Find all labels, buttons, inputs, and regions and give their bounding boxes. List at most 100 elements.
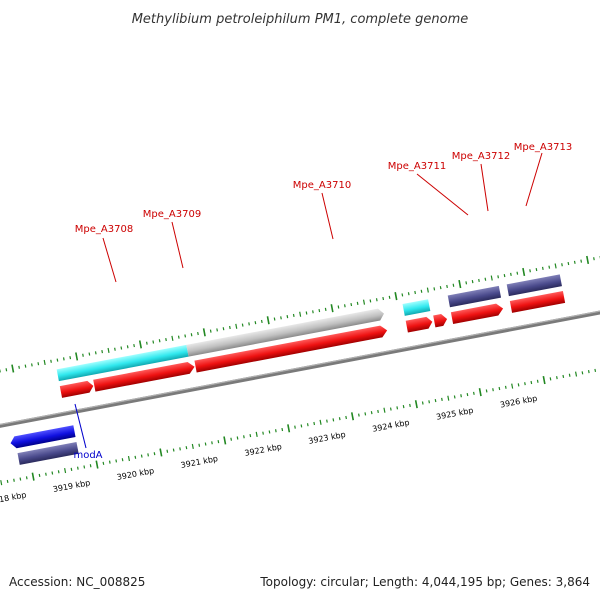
minor-tick: [197, 331, 199, 336]
label-leaders: [74, 152, 543, 449]
major-tick: [266, 316, 270, 325]
gene-label-modA[interactable]: modA: [73, 450, 102, 461]
minor-tick: [364, 412, 367, 416]
upper-tick-row: [0, 255, 600, 373]
minor-tick: [158, 339, 161, 343]
minor-tick: [177, 335, 180, 339]
cds-arrow-3710[interactable]: [194, 324, 388, 373]
minor-tick: [292, 313, 295, 318]
minor-tick: [216, 328, 218, 332]
gene-feature-navy-3713[interactable]: [447, 285, 502, 308]
minor-tick: [524, 382, 526, 386]
gene-label-3712[interactable]: Mpe_A3712: [452, 151, 510, 162]
cds-arrow-3709[interactable]: [93, 361, 195, 392]
minor-tick: [426, 287, 429, 293]
gene-feature-navy-modA[interactable]: [17, 441, 79, 465]
minor-tick: [561, 263, 563, 267]
minor-tick: [115, 459, 118, 463]
minor-tick: [108, 460, 111, 464]
gene-feature-navy-3714[interactable]: [506, 274, 562, 297]
minor-tick: [581, 371, 584, 375]
minor-tick: [338, 417, 341, 421]
minor-tick: [587, 370, 590, 374]
minor-tick: [388, 295, 391, 299]
major-tick: [522, 267, 526, 277]
minor-tick: [120, 346, 123, 350]
minor-tick: [447, 395, 450, 401]
minor-tick: [69, 356, 72, 360]
minor-tick: [324, 307, 327, 311]
gene-label-3708[interactable]: Mpe_A3708: [75, 224, 133, 235]
minor-tick: [472, 391, 475, 395]
minor-tick: [179, 447, 181, 451]
major-tick: [159, 448, 163, 457]
major-tick: [31, 472, 35, 481]
minor-tick: [375, 298, 378, 302]
minor-tick: [568, 373, 571, 377]
leader-line-3711: [416, 173, 469, 216]
minor-tick: [414, 290, 416, 295]
minor-tick: [343, 304, 346, 308]
accession-text: Accession: NC_008825: [9, 575, 145, 589]
minor-tick: [446, 284, 448, 289]
minor-tick: [453, 395, 456, 399]
leader-line-3712: [480, 163, 489, 212]
minor-tick: [152, 340, 155, 344]
cds-arrow-3708[interactable]: [59, 380, 95, 398]
gene-feature-cyan-3711[interactable]: [402, 299, 431, 316]
minor-tick: [6, 479, 9, 484]
minor-tick: [133, 344, 135, 348]
gene-feature-cyan-3708[interactable]: [56, 344, 189, 382]
cds-arrow-3711[interactable]: [405, 316, 434, 333]
minor-tick: [517, 383, 520, 387]
gene-feature-blue-modA[interactable]: [9, 425, 76, 449]
minor-tick: [121, 458, 124, 462]
minor-tick: [337, 305, 340, 309]
minor-tick: [274, 429, 277, 433]
minor-tick: [211, 441, 213, 445]
cds-arrow-3714[interactable]: [509, 291, 566, 313]
scale-label: 3920 kbp: [116, 466, 155, 482]
minor-tick: [319, 419, 322, 425]
minor-tick: [43, 359, 46, 366]
gene-label-3713[interactable]: Mpe_A3713: [514, 142, 572, 153]
minor-tick: [127, 455, 131, 462]
gene-label-3711[interactable]: Mpe_A3711: [388, 161, 446, 172]
scale-label: 3926 kbp: [499, 394, 538, 410]
minor-tick: [497, 275, 500, 279]
minor-tick: [471, 280, 474, 284]
scale-label: 3919 kbp: [52, 478, 91, 494]
scale-label: 3925 kbp: [435, 406, 474, 422]
minor-tick: [478, 278, 480, 283]
minor-tick: [57, 470, 60, 474]
minor-tick: [460, 394, 462, 398]
gene-label-3710[interactable]: Mpe_A3710: [293, 180, 351, 191]
major-tick: [11, 364, 15, 373]
minor-tick: [401, 293, 404, 297]
cds-arrow-3712[interactable]: [433, 313, 448, 328]
gene-feature-grey-3710[interactable]: [186, 308, 385, 357]
minor-tick: [383, 407, 386, 413]
minor-tick: [313, 421, 316, 426]
map-body: 3918 kbp 3919 kbp 3920 kbp 3921 kbp 3922…: [0, 255, 600, 506]
gene-label-3709[interactable]: Mpe_A3709: [143, 209, 201, 220]
minor-tick: [268, 430, 271, 434]
map-title: Methylibium petroleiphilum PM1, complete…: [132, 12, 469, 27]
cds-arrow-3713[interactable]: [450, 303, 504, 324]
minor-tick: [548, 265, 551, 269]
minor-tick: [171, 335, 174, 341]
minor-tick: [466, 392, 469, 397]
minor-tick: [76, 466, 79, 470]
major-tick: [458, 279, 462, 289]
minor-tick: [465, 281, 468, 285]
minor-tick: [107, 347, 110, 353]
minor-tick: [153, 452, 156, 456]
leader-line-3713: [525, 152, 543, 207]
minor-tick: [243, 435, 245, 439]
minor-tick: [433, 287, 436, 291]
minor-tick: [190, 333, 193, 337]
minor-tick: [593, 257, 595, 261]
minor-tick: [222, 327, 225, 331]
minor-tick: [382, 296, 385, 301]
minor-tick: [554, 263, 557, 269]
